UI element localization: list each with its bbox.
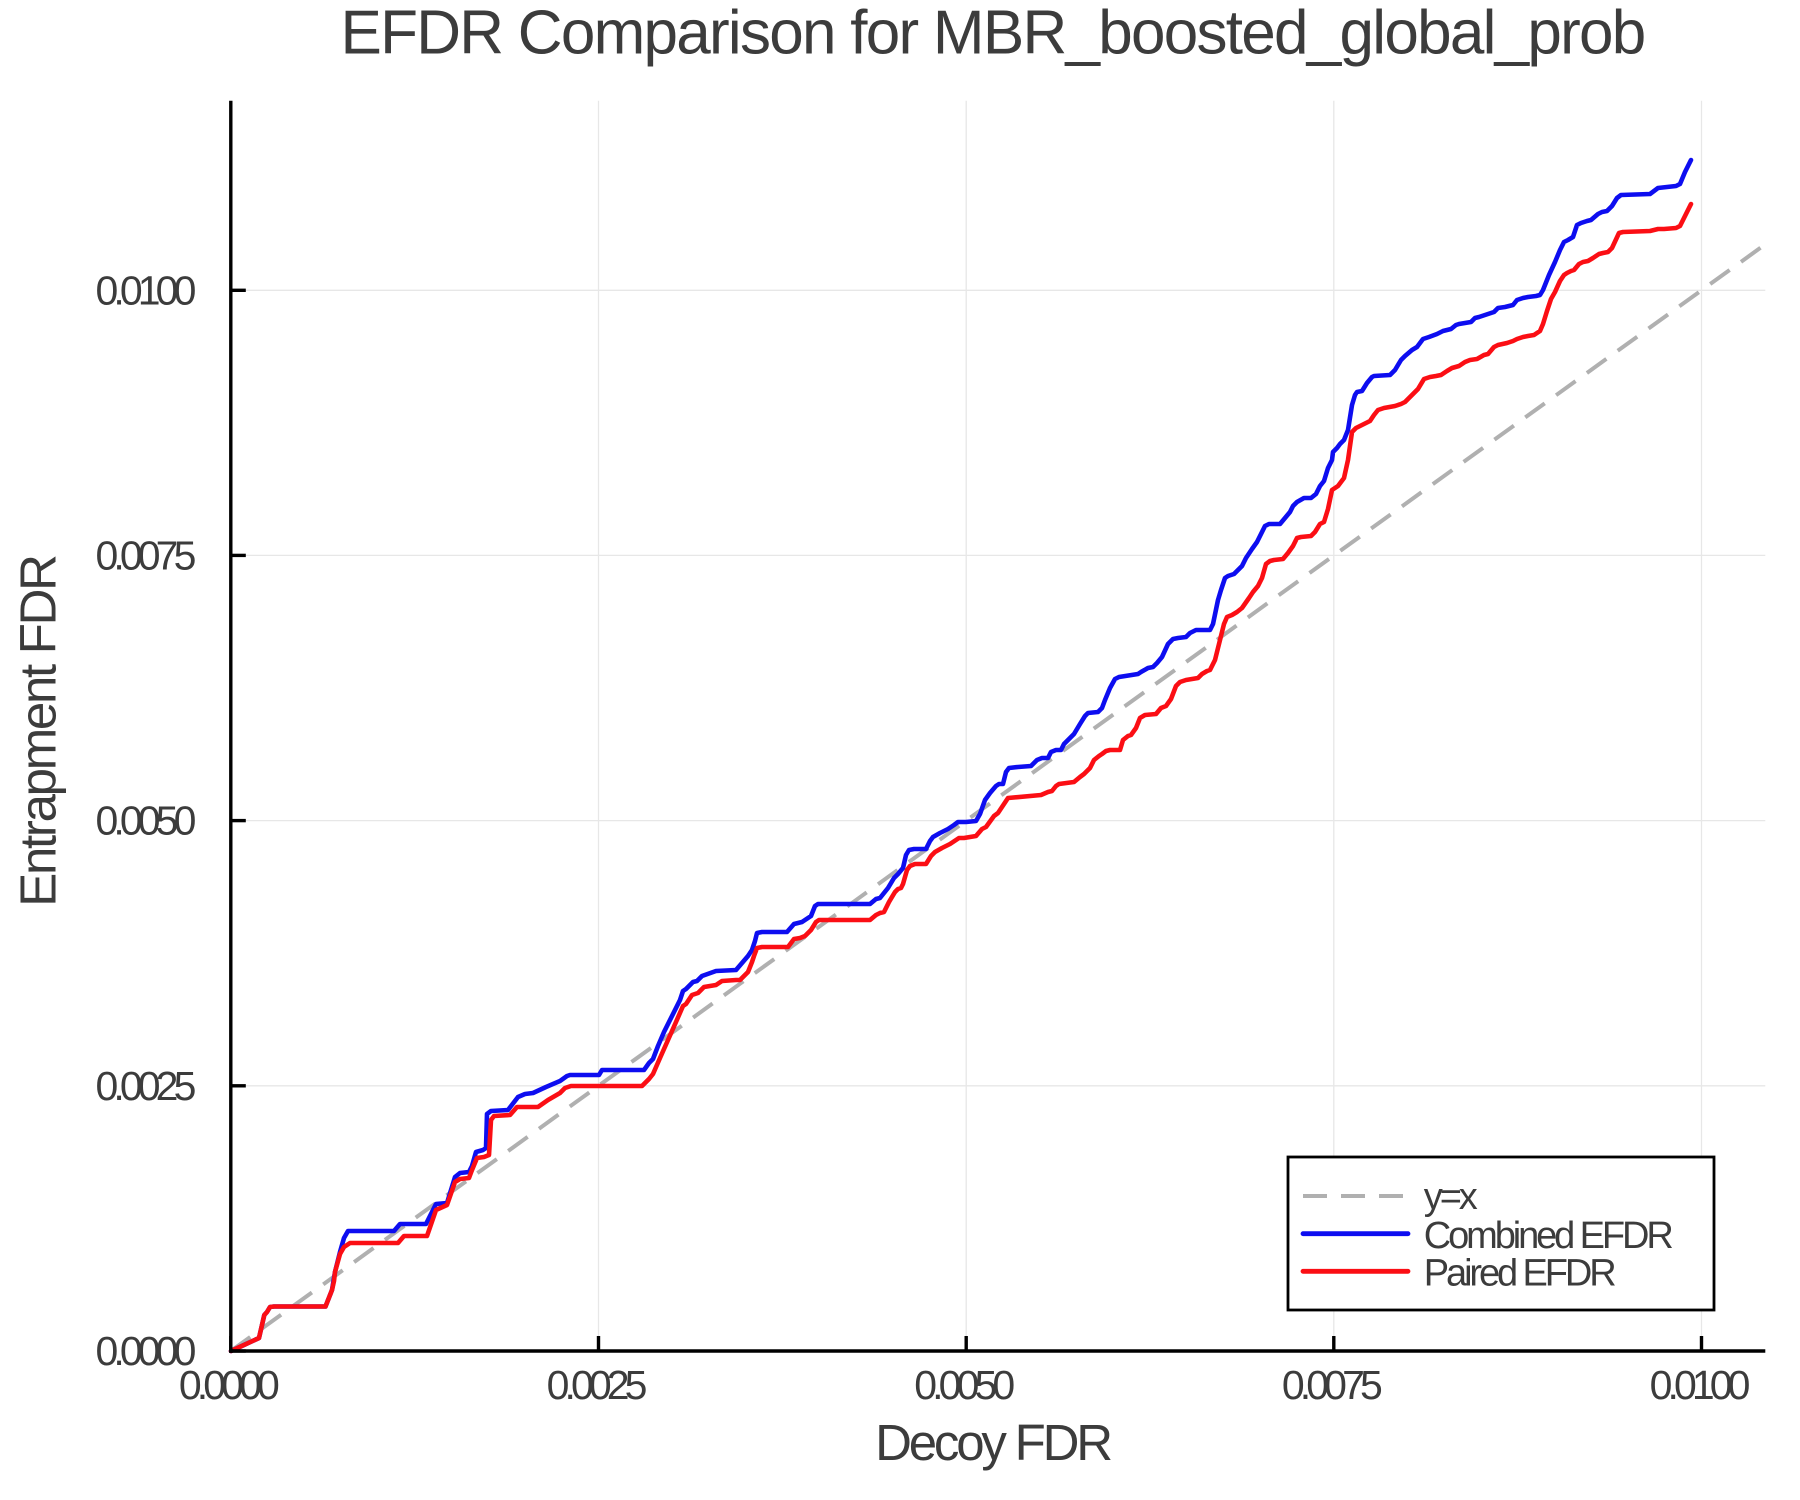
svg-text:0.0075: 0.0075	[1282, 1362, 1382, 1408]
svg-text:0.0000: 0.0000	[179, 1362, 279, 1408]
svg-text:0.0025: 0.0025	[547, 1362, 647, 1408]
svg-text:EFDR Comparison for MBR_booste: EFDR Comparison for MBR_boosted_global_p…	[340, 0, 1644, 68]
svg-text:Entrapment FDR: Entrapment FDR	[10, 556, 67, 907]
svg-text:0.0075: 0.0075	[95, 533, 195, 579]
svg-text:0.0000: 0.0000	[95, 1328, 195, 1374]
svg-text:Decoy FDR: Decoy FDR	[875, 1414, 1111, 1471]
svg-text:Paired EFDR: Paired EFDR	[1424, 1253, 1615, 1295]
svg-text:0.0100: 0.0100	[95, 267, 195, 313]
svg-text:Combined EFDR: Combined EFDR	[1424, 1215, 1673, 1257]
svg-text:y=x: y=x	[1424, 1176, 1478, 1218]
svg-text:0.0025: 0.0025	[95, 1063, 195, 1109]
svg-text:0.0050: 0.0050	[914, 1362, 1014, 1408]
svg-text:0.0100: 0.0100	[1650, 1362, 1750, 1408]
svg-text:0.0050: 0.0050	[95, 798, 195, 844]
